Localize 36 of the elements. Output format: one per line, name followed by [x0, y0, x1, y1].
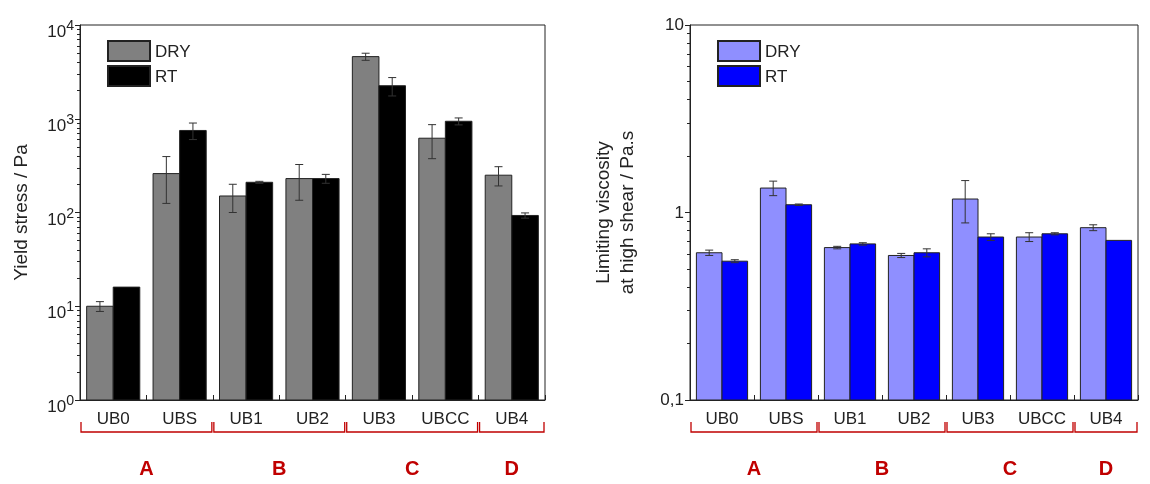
- y-axis-title: Limiting viscosity at high shear / Pa.s: [591, 130, 637, 295]
- x-tick-label: UB1: [229, 409, 263, 428]
- x-tick-label: UB3: [961, 409, 995, 428]
- text: A: [139, 457, 154, 479]
- y-tick-label: 10: [665, 14, 684, 36]
- text: B: [874, 457, 890, 479]
- x-tick-label: UB4: [495, 409, 529, 428]
- text: D: [1098, 457, 1114, 479]
- x-tick-label: UB0: [705, 409, 739, 428]
- y-axis-title: Yield stress / Pa: [9, 143, 31, 281]
- y-tick-label: 10$^{1}$: [47, 297, 74, 324]
- legend-label: DRY: [155, 41, 191, 61]
- text: C: [404, 457, 420, 479]
- y-tick-label: 0,1: [660, 389, 684, 411]
- x-tick-label: UB2: [295, 409, 330, 428]
- y-tick-label: 10$^{3}$: [47, 109, 74, 137]
- y-tick-label: 10$^{0}$: [47, 391, 74, 418]
- text: A: [746, 457, 762, 479]
- x-tick-label: UB1: [833, 409, 867, 428]
- x-tick-label: UB4: [1089, 409, 1123, 428]
- x-tick-label: UB0: [96, 409, 130, 428]
- text: C: [1002, 457, 1018, 479]
- legend-label: RT: [155, 66, 178, 86]
- y-tick-label: 10$^{2}$: [47, 203, 74, 231]
- x-tick-label: UBCC: [1017, 409, 1067, 428]
- legend-label: RT: [765, 66, 788, 86]
- text: D: [504, 457, 520, 479]
- text: B: [272, 457, 287, 479]
- x-tick-label: UBS: [162, 409, 198, 428]
- x-tick-label: UB3: [362, 409, 396, 428]
- y-tick-label: 10$^{4}$: [47, 16, 74, 43]
- legend-label: DRY: [765, 41, 801, 61]
- y-tick-label: 1: [674, 201, 684, 224]
- x-tick-label: UBCC: [421, 409, 470, 428]
- x-tick-label: UBS: [768, 409, 804, 428]
- x-tick-label: UB2: [897, 409, 931, 428]
